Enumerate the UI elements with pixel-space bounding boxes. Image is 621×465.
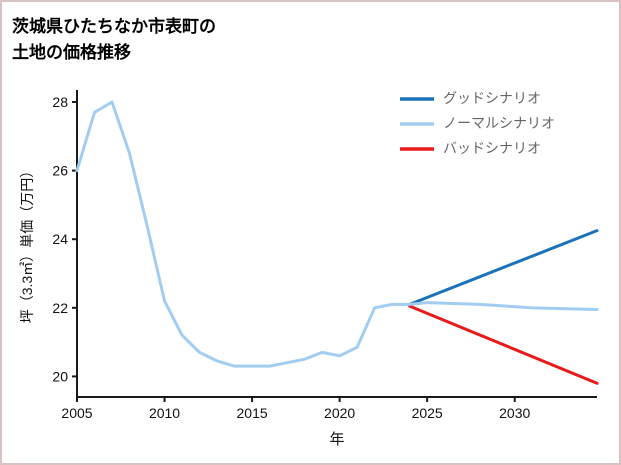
x-tick-label: 2020 [324,405,355,421]
chart-title: 茨城県ひたちなか市表町の 土地の価格推移 [12,14,216,65]
x-tick-label: 2030 [499,405,530,421]
legend-item-good-scenario: グッドシナリオ [400,90,541,106]
y-tick-label: 28 [52,94,68,110]
chart-title-line1: 茨城県ひたちなか市表町の [12,17,216,36]
y-tick-label: 22 [52,300,68,316]
legend-label-good-scenario: グッドシナリオ [443,90,541,106]
tick-labels: 2005 2010 2015 2020 2025 2030 20 22 24 26 28 [52,94,530,421]
legend-label-normal-scenario: ノーマルシナリオ [443,115,555,131]
y-tick-label: 26 [52,163,68,179]
y-tick-label: 24 [52,231,68,247]
legend-item-bad-scenario: バッドシナリオ [400,140,541,156]
x-tick-label: 2010 [149,405,180,421]
x-axis-label: 年 [329,431,344,448]
x-tick-label: 2005 [61,405,92,421]
series-line-normal-scenario [75,100,599,368]
x-tick-label: 2025 [412,405,443,421]
y-tick-label: 20 [52,368,68,384]
x-tick-label: 2015 [237,405,268,421]
chart-title-line2: 土地の価格推移 [12,42,131,62]
series-line-bad-scenario [408,304,599,385]
series-line-good-scenario [408,229,599,306]
legend-item-normal-scenario: ノーマルシナリオ [400,115,555,131]
axes [72,90,597,402]
y-axis-label: 坪（3.3㎡）単価（万円） [19,164,35,323]
legend-label-bad-scenario: バッドシナリオ [443,140,541,156]
